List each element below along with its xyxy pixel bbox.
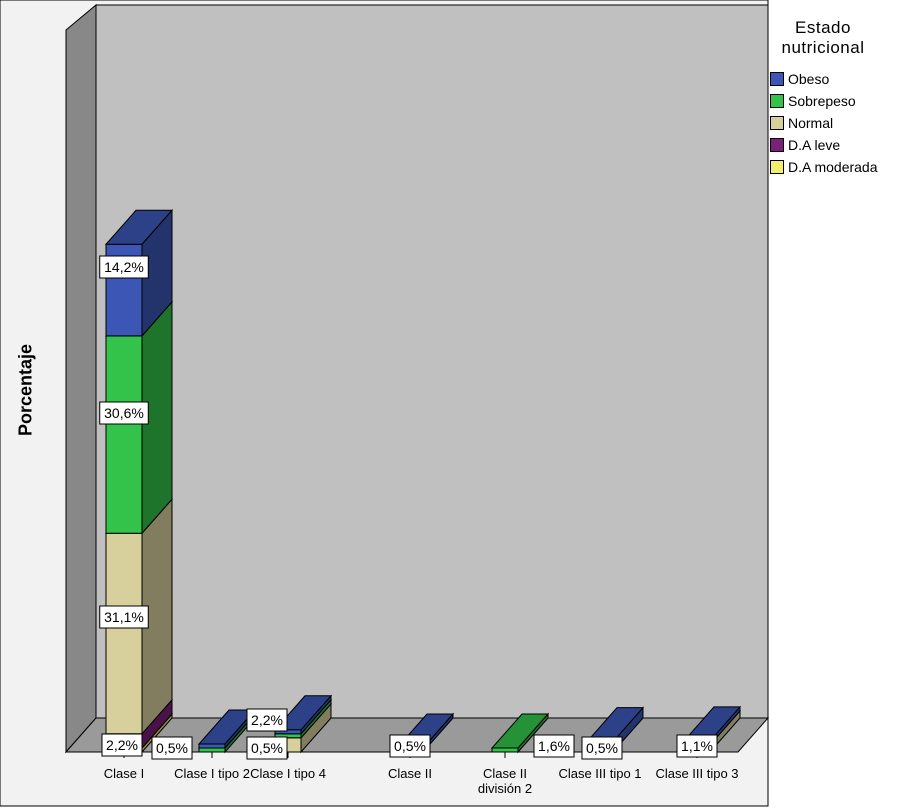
legend-swatch xyxy=(770,138,784,152)
legend-entry: Normal xyxy=(770,112,909,134)
data-label: 31,1% xyxy=(99,605,149,629)
legend-title: Estado nutricional xyxy=(781,18,865,57)
data-label: 2,2% xyxy=(101,733,143,757)
data-label-text: 2,2% xyxy=(251,712,283,728)
legend-entry: D.A leve xyxy=(770,134,909,156)
data-label: 0,5% xyxy=(151,736,193,760)
legend-entry: D.A moderada xyxy=(770,156,909,178)
legend-label: Sobrepeso xyxy=(788,93,856,109)
data-label: 1,6% xyxy=(533,734,575,758)
legend-entry: Obeso xyxy=(770,68,909,90)
side-wall xyxy=(65,3,97,754)
legend-label: D.A leve xyxy=(788,137,841,153)
back-wall xyxy=(95,4,769,719)
data-label: 30,6% xyxy=(99,401,149,425)
data-label: 2,2% xyxy=(246,708,288,732)
data-label-text: 1,6% xyxy=(538,738,570,754)
data-label-text: 1,1% xyxy=(681,738,713,754)
y-axis-label: Porcentaje xyxy=(15,343,36,437)
data-label-text: 0,5% xyxy=(156,740,188,756)
x-tick-label: Clase I tipo 2 xyxy=(174,766,250,781)
data-label-text: 30,6% xyxy=(104,405,144,421)
legend-swatch xyxy=(770,94,784,108)
data-label-text: 0,5% xyxy=(394,738,426,754)
legend-swatch xyxy=(770,160,784,174)
bar-segment xyxy=(198,747,226,753)
data-label-text: 0,5% xyxy=(251,740,283,756)
data-label: 14,2% xyxy=(99,255,149,279)
x-tick-label: Clase I tipo 4 xyxy=(250,766,326,781)
bar-top xyxy=(104,209,174,245)
legend-label: D.A moderada xyxy=(788,159,878,175)
legend-label: Obeso xyxy=(788,71,830,87)
x-tick-label: Clase III tipo 3 xyxy=(655,766,739,781)
bar-top xyxy=(273,695,333,731)
bar-segment xyxy=(198,743,226,749)
x-tick-label: Clase II xyxy=(387,766,433,781)
x-tick-label: Clase III tipo 1 xyxy=(558,766,642,781)
legend-entry: Sobrepeso xyxy=(770,90,909,112)
data-label: 0,5% xyxy=(389,734,431,758)
legend-swatch xyxy=(770,116,784,130)
data-label: 1,1% xyxy=(676,734,718,758)
data-label: 0,5% xyxy=(246,736,288,760)
bar-top xyxy=(490,713,550,749)
bar-segment xyxy=(105,532,143,735)
data-label-text: 14,2% xyxy=(104,259,144,275)
bar-segment xyxy=(491,747,519,753)
legend: Estado nutricional Obeso Sobrepeso Normal D… xyxy=(768,18,909,178)
data-label: 0,5% xyxy=(581,736,623,760)
data-label-text: 0,5% xyxy=(586,740,618,756)
legend-label: Normal xyxy=(788,115,834,131)
bar-segment xyxy=(105,335,143,534)
legend-swatch xyxy=(770,72,784,86)
x-tick-label: Clase I xyxy=(103,766,145,781)
data-label-text: 31,1% xyxy=(104,609,144,625)
data-label-text: 2,2% xyxy=(106,737,138,753)
x-tick-label: Clase II división 2 xyxy=(477,766,533,796)
